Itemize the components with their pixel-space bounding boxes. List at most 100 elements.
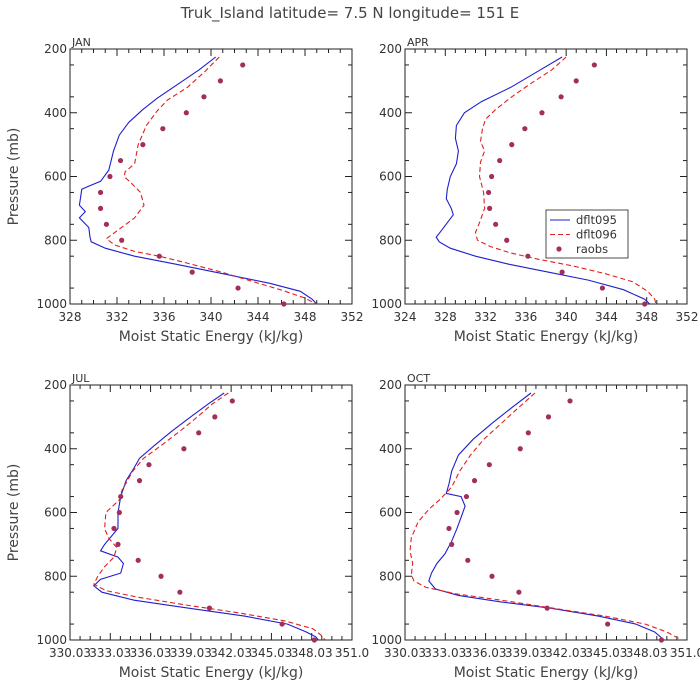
x-tick-label: 352: [341, 310, 364, 324]
y-axis-label: Pressure (mb): [6, 464, 22, 562]
y-tick-label: 200: [379, 42, 402, 56]
x-tick-label: 340: [200, 310, 223, 324]
y-tick-label: 1000: [36, 297, 67, 311]
raobs-point: [116, 509, 122, 516]
x-tick-label: 328: [434, 310, 457, 324]
raobs-point: [465, 557, 471, 563]
y-tick-label: 400: [379, 106, 402, 120]
dflt096-line: [409, 392, 682, 641]
raobs-point: [567, 398, 573, 404]
x-tick-label: 342.03: [210, 646, 252, 660]
dflt095-line: [78, 56, 318, 305]
legend-label-dflt095: dflt095: [576, 213, 617, 227]
raobs-point: [446, 525, 452, 532]
legend-label-raobs: raobs: [576, 242, 608, 256]
raobs-point: [509, 142, 515, 148]
y-tick-label: 800: [379, 233, 402, 247]
raobs-point: [559, 269, 565, 275]
x-tick-label: 330.03: [49, 646, 91, 660]
panel-label: OCT: [407, 372, 430, 385]
raobs-point: [103, 221, 110, 227]
y-tick-label: 1000: [371, 297, 402, 311]
raobs-point: [136, 478, 143, 484]
y-axis-label: Pressure (mb): [6, 128, 22, 226]
dflt095-line: [92, 392, 319, 641]
x-axis-label: Moist Static Energy (kJ/kg): [454, 329, 639, 345]
x-tick-label: 351.0: [670, 646, 700, 660]
raobs-point: [158, 573, 164, 579]
raobs-point: [449, 541, 455, 547]
y-tick-label: 400: [379, 442, 402, 456]
raobs-point: [156, 253, 162, 259]
raobs-point: [485, 189, 492, 196]
y-tick-label: 600: [379, 170, 402, 184]
raobs-point: [107, 173, 113, 180]
dflt095-line: [428, 392, 665, 641]
x-axis-label: Moist Static Energy (kJ/kg): [454, 665, 639, 681]
raobs-point: [599, 285, 606, 291]
raobs-point: [497, 157, 503, 164]
raobs-point: [97, 205, 104, 211]
x-tick-label: 345.03: [585, 646, 627, 660]
raobs-point: [486, 462, 492, 468]
raobs-point: [181, 446, 187, 452]
raobs-point: [454, 509, 460, 516]
raobs-point: [539, 110, 545, 116]
raobs-point: [525, 253, 531, 259]
raobs-point: [463, 493, 470, 500]
panel-label: JUL: [71, 372, 90, 385]
raobs-point: [146, 462, 152, 468]
panel-label: APR: [407, 36, 429, 49]
raobs-point: [545, 414, 552, 420]
x-tick-label: 332: [474, 310, 497, 324]
x-tick-label: 348.03: [626, 646, 668, 660]
raobs-point: [229, 398, 235, 404]
raobs-point: [189, 269, 195, 275]
raobs-point: [160, 126, 166, 132]
raobs-point: [311, 637, 317, 643]
raobs-point: [471, 478, 478, 484]
x-tick-label: 348: [635, 310, 658, 324]
raobs-point: [591, 62, 597, 68]
raobs-point: [493, 221, 499, 227]
raobs-point: [183, 110, 189, 116]
raobs-point: [135, 557, 141, 563]
x-tick-label: 328: [59, 310, 82, 324]
raobs-point: [111, 525, 117, 532]
raobs-point: [516, 589, 522, 595]
y-tick-label: 400: [44, 106, 67, 120]
dflt096-line: [474, 56, 657, 305]
x-tick-label: 336: [514, 310, 537, 324]
legend-marker-raobs: [556, 246, 562, 252]
dflt096-line: [105, 56, 318, 305]
raobs-point: [212, 414, 218, 420]
raobs-point: [573, 78, 579, 84]
raobs-point: [196, 430, 202, 436]
raobs-point: [240, 62, 246, 68]
x-tick-label: 348: [294, 310, 317, 324]
x-axis-label: Moist Static Energy (kJ/kg): [119, 665, 304, 681]
x-tick-label: 344: [247, 310, 270, 324]
y-tick-label: 1000: [371, 633, 402, 647]
raobs-point: [281, 301, 287, 307]
x-tick-label: 351.0: [335, 646, 369, 660]
y-tick-label: 600: [44, 170, 67, 184]
x-tick-label: 336.03: [130, 646, 172, 660]
x-tick-label: 340: [555, 310, 578, 324]
raobs-point: [522, 126, 528, 132]
raobs-point: [544, 605, 550, 611]
raobs-point: [115, 541, 121, 547]
y-tick-label: 400: [44, 442, 67, 456]
x-tick-label: 333.03: [424, 646, 466, 660]
raobs-point: [206, 605, 213, 611]
raobs-point: [279, 621, 285, 627]
raobs-point: [201, 94, 207, 100]
raobs-point: [177, 589, 183, 595]
figure-title: Truk_Island latitude= 7.5 N longitude= 1…: [180, 4, 520, 23]
raobs-point: [118, 493, 124, 500]
